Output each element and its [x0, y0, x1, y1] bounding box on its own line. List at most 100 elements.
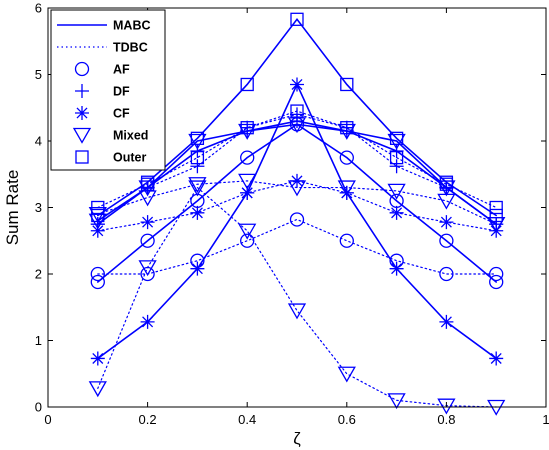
data-point: [389, 261, 404, 276]
data-point: [439, 314, 454, 329]
data-point: [439, 233, 454, 248]
data-point: [190, 253, 205, 268]
data-point: [337, 180, 356, 197]
data-point: [88, 381, 107, 398]
legend-entry-tdbc: TDBC: [57, 41, 148, 55]
data-point: [439, 177, 454, 191]
y-tick-label: 2: [35, 267, 42, 282]
x-tick-label: 0: [44, 412, 51, 427]
data-point: [138, 190, 157, 207]
data-point: [190, 205, 205, 220]
data-point: [240, 121, 254, 135]
data-point: [90, 266, 105, 282]
data-point: [340, 77, 354, 92]
data-point: [240, 150, 255, 165]
series-tdbc-mixed: [88, 180, 506, 416]
data-point: [140, 177, 155, 191]
legend-box: [50, 9, 166, 171]
data-point: [437, 398, 456, 415]
legend-marker-sample: [75, 106, 89, 120]
data-point: [437, 193, 456, 210]
data-point: [389, 159, 404, 174]
data-point: [188, 177, 207, 194]
data-point: [90, 351, 105, 366]
data-point: [387, 393, 406, 410]
legend-entry-mabc: MABC: [57, 19, 151, 33]
legend-label: AF: [113, 63, 130, 77]
series-tdbc-df: [90, 107, 504, 232]
series-line: [97, 186, 497, 408]
legend-marker-sample: [72, 127, 92, 144]
data-point: [339, 185, 354, 200]
data-point: [90, 274, 105, 290]
data-point: [140, 233, 155, 248]
legend-label: CF: [113, 107, 130, 121]
data-point: [290, 77, 304, 92]
x-axis-label: ζ: [293, 429, 301, 448]
series-tdbc-outer: [91, 104, 503, 215]
legend-label: Outer: [113, 151, 146, 165]
legend-entry-df: DF: [75, 84, 130, 99]
data-point: [489, 274, 504, 290]
legend-marker-sample: [75, 84, 89, 98]
y-tick-label: 5: [35, 67, 42, 82]
data-point: [290, 12, 304, 26]
y-tick-label: 1: [35, 333, 42, 348]
data-point: [339, 233, 354, 248]
axes-layer: 0 0.2 0.4 0.6 0.8 1 0 1 2 3 4 5 6 ζ Sum Rate: [3, 1, 549, 449]
data-point: [190, 150, 205, 165]
data-point: [140, 215, 155, 230]
legend-label: Mixed: [113, 129, 148, 143]
data-point: [340, 121, 354, 135]
legend-entry-af: AF: [74, 61, 130, 77]
y-axis-label: Sum Rate: [3, 170, 22, 246]
data-point: [489, 200, 503, 215]
y-tick-label: 6: [35, 1, 42, 16]
series-layer: [88, 12, 506, 416]
data-point: [238, 223, 257, 240]
y-tick-label: 3: [35, 200, 42, 215]
legend-label: DF: [113, 85, 130, 99]
series-tdbc-af: [90, 212, 504, 282]
data-point: [290, 104, 304, 118]
legend-entry-cf: CF: [75, 106, 130, 121]
data-point: [487, 216, 506, 233]
data-point: [439, 215, 454, 230]
data-point: [289, 212, 305, 227]
legend-label: MABC: [113, 19, 151, 33]
data-point: [389, 150, 404, 165]
data-point: [188, 180, 207, 197]
x-tick-label: 0.4: [238, 412, 256, 427]
data-point: [439, 266, 454, 282]
series-line: [97, 180, 497, 232]
data-point: [238, 173, 257, 190]
data-point: [90, 223, 105, 238]
data-point: [240, 185, 255, 200]
x-tick-label: 0.6: [338, 412, 356, 427]
series-line: [97, 123, 498, 225]
data-point: [389, 205, 404, 220]
y-tick-label: 0: [35, 400, 42, 415]
data-point: [240, 120, 255, 135]
data-point: [287, 303, 307, 320]
data-point: [389, 253, 404, 268]
x-tick-label: 1: [542, 412, 549, 427]
data-point: [287, 180, 307, 197]
x-tick-label: 0.8: [437, 412, 455, 427]
data-point: [88, 206, 107, 223]
data-point: [140, 314, 155, 329]
data-point: [337, 366, 356, 383]
legend: MABC TDBC AF DF CF Mixed Outer: [50, 9, 166, 171]
data-point: [140, 180, 155, 195]
legend-entry-mixed: Mixed: [72, 127, 148, 144]
legend-entry-outer: Outer: [75, 150, 146, 165]
data-point: [240, 77, 254, 92]
legend-marker-sample: [75, 150, 89, 164]
data-point: [190, 261, 205, 276]
series-line: [97, 218, 497, 275]
x-tick-label: 0.2: [139, 412, 157, 427]
data-point: [389, 131, 404, 145]
data-point: [439, 180, 454, 195]
